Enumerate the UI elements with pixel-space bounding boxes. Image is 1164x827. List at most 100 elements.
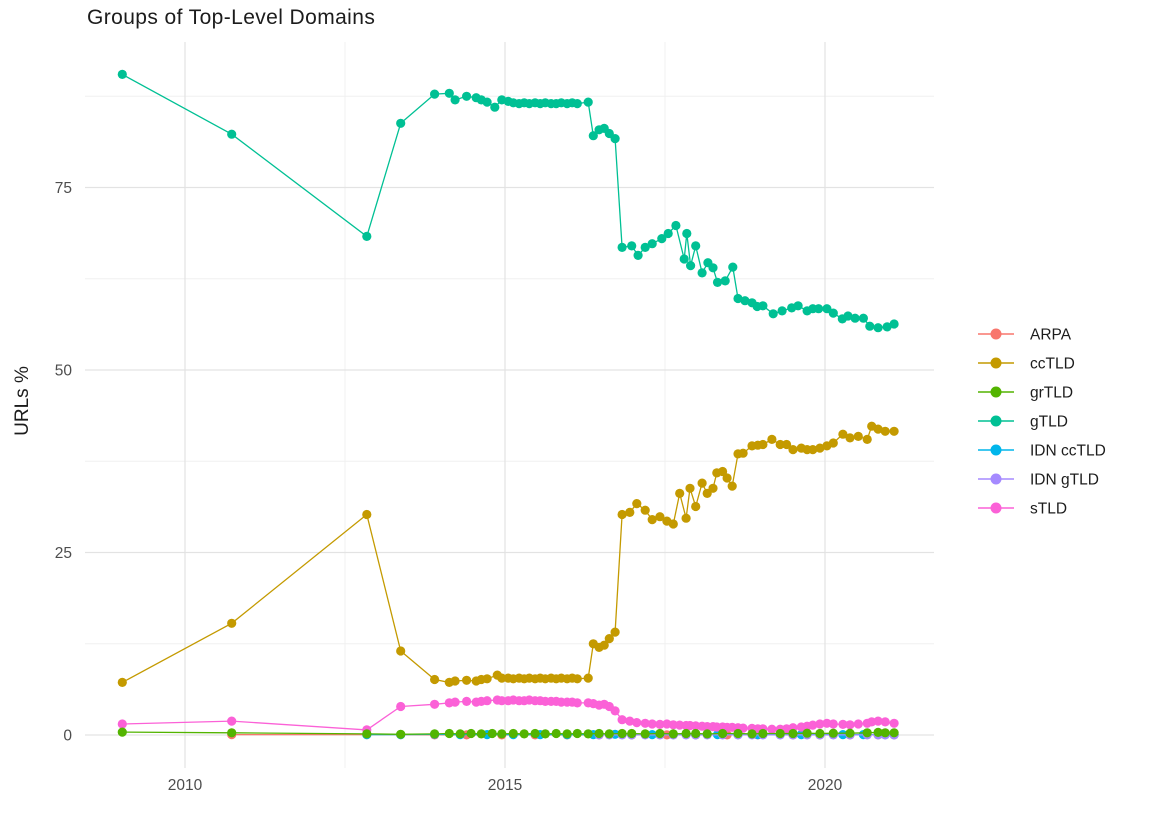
data-point-stld — [625, 716, 635, 726]
data-point-grtld — [562, 729, 572, 739]
data-point-gtld — [758, 301, 768, 311]
data-point-stld — [640, 718, 650, 728]
data-point-cctld — [647, 515, 657, 525]
x-tick-label: 2010 — [168, 777, 203, 794]
data-point-cctld — [767, 434, 777, 444]
data-point-gtld — [873, 323, 883, 333]
legend-label-gtld: gTLD — [1030, 414, 1068, 431]
data-point-grtld — [583, 729, 593, 739]
data-point-gtld — [227, 129, 237, 139]
data-point-cctld — [889, 426, 899, 436]
data-point-stld — [655, 719, 665, 730]
chart-title: Groups of Top-Level Domains — [87, 6, 376, 29]
data-point-stld — [853, 719, 863, 729]
data-point-cctld — [430, 674, 440, 685]
data-point-cctld — [625, 507, 635, 517]
data-point-gtld — [610, 134, 620, 144]
data-point-gtld — [889, 319, 899, 329]
legend-key-dot-cctld — [990, 357, 1002, 369]
data-point-cctld — [862, 434, 872, 444]
data-point-grtld — [702, 729, 712, 739]
legend-key-dot-arpa — [990, 328, 1002, 340]
data-point-gtld — [617, 242, 627, 252]
data-point-cctld — [617, 509, 627, 520]
data-point-gtld — [712, 277, 723, 287]
data-point-gtld — [865, 321, 875, 331]
legend-label-idn-cctld: IDN ccTLD — [1030, 443, 1106, 460]
data-point-cctld — [758, 439, 768, 450]
data-point-cctld — [583, 673, 593, 683]
data-point-stld — [632, 718, 642, 728]
data-point-grtld — [788, 728, 798, 739]
data-point-cctld — [685, 483, 695, 493]
legend-key-dot-stld — [990, 502, 1002, 514]
data-point-gtld — [682, 228, 692, 239]
data-point-cctld — [450, 676, 460, 686]
data-point-grtld — [551, 728, 561, 739]
data-point-gtld — [733, 293, 743, 304]
data-point-grtld — [497, 729, 507, 739]
data-point-cctld — [828, 438, 838, 448]
data-point-grtld — [455, 729, 465, 739]
y-tick-label: 75 — [55, 180, 72, 197]
data-point-cctld — [604, 634, 614, 644]
series-line-gtld — [121, 73, 895, 329]
legend-key-dot-idn-cctld — [990, 444, 1002, 456]
data-point-cctld — [738, 448, 748, 458]
data-point-grtld — [718, 728, 728, 739]
data-point-stld — [497, 696, 507, 706]
data-point-gtld — [640, 242, 650, 252]
data-point-stld — [767, 724, 777, 734]
data-point-stld — [845, 720, 855, 730]
data-point-gtld — [444, 88, 454, 98]
data-point-gtld — [822, 304, 832, 314]
data-point-grtld — [430, 729, 440, 739]
data-point-cctld — [815, 443, 825, 453]
data-point-grtld — [227, 728, 237, 738]
data-point-gtld — [647, 239, 657, 249]
data-point-grtld — [617, 728, 627, 739]
legend-key-dot-idn-gtld — [990, 473, 1002, 485]
data-point-gtld — [768, 309, 778, 319]
data-point-gtld — [117, 69, 127, 79]
data-point-stld — [828, 719, 838, 729]
data-point-gtld — [633, 250, 643, 260]
data-point-gtld — [663, 228, 673, 239]
data-point-gtld — [828, 308, 838, 318]
data-point-gtld — [882, 322, 892, 332]
data-point-grtld — [604, 729, 614, 739]
data-point-gtld — [740, 296, 750, 306]
data-point-grtld — [487, 728, 497, 739]
data-point-stld — [838, 719, 848, 730]
data-point-grtld — [476, 729, 486, 739]
data-point-grtld — [815, 728, 825, 739]
data-point-cctld — [655, 512, 665, 522]
data-point-stld — [430, 699, 440, 709]
data-point-cctld — [808, 445, 818, 455]
data-point-stld — [647, 719, 657, 729]
data-point-gtld — [430, 89, 440, 99]
data-point-cctld — [873, 424, 883, 434]
data-point-cctld — [727, 481, 737, 491]
data-point-cctld — [632, 499, 642, 509]
x-tick-label: 2015 — [488, 777, 522, 794]
data-point-cctld — [482, 674, 492, 684]
data-point-cctld — [681, 513, 691, 523]
data-point-cctld — [880, 426, 890, 436]
data-point-grtld — [530, 728, 540, 739]
legend-label-idn-gtld: IDN gTLD — [1030, 472, 1099, 489]
data-point-cctld — [610, 627, 620, 637]
data-point-cctld — [782, 439, 792, 450]
data-point-gtld — [843, 311, 853, 321]
data-point-grtld — [640, 729, 650, 739]
data-point-grtld — [862, 728, 872, 738]
data-point-cctld — [675, 488, 685, 498]
data-point-gtld — [671, 220, 681, 231]
data-point-cctld — [691, 501, 701, 512]
data-point-grtld — [508, 728, 518, 739]
legend-key-dot-gtld — [990, 415, 1002, 427]
data-point-gtld — [462, 91, 472, 101]
data-point-grtld — [466, 728, 476, 739]
legend-label-stld: sTLD — [1030, 501, 1067, 518]
